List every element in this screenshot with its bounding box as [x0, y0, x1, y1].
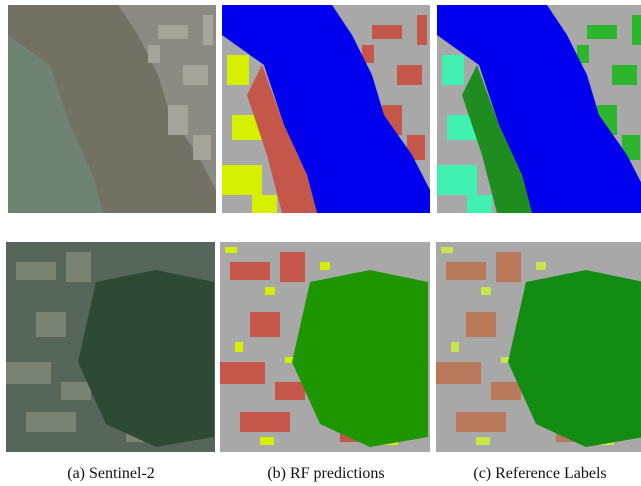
image — [436, 242, 641, 452]
caption: (b) RF predictions — [267, 465, 384, 482]
figure-panels: (a) Sentinel-2 (b) RF predictions (c) Re… — [0, 0, 641, 486]
image — [437, 5, 641, 213]
image — [8, 5, 216, 213]
figure: (a) Sentinel-2 (b) RF predictions (c) Re… — [0, 0, 641, 486]
caption: (c) Reference Labels — [473, 465, 606, 482]
image — [222, 5, 430, 213]
image — [6, 242, 215, 452]
image — [220, 242, 430, 452]
caption: (a) Sentinel-2 — [67, 465, 155, 482]
